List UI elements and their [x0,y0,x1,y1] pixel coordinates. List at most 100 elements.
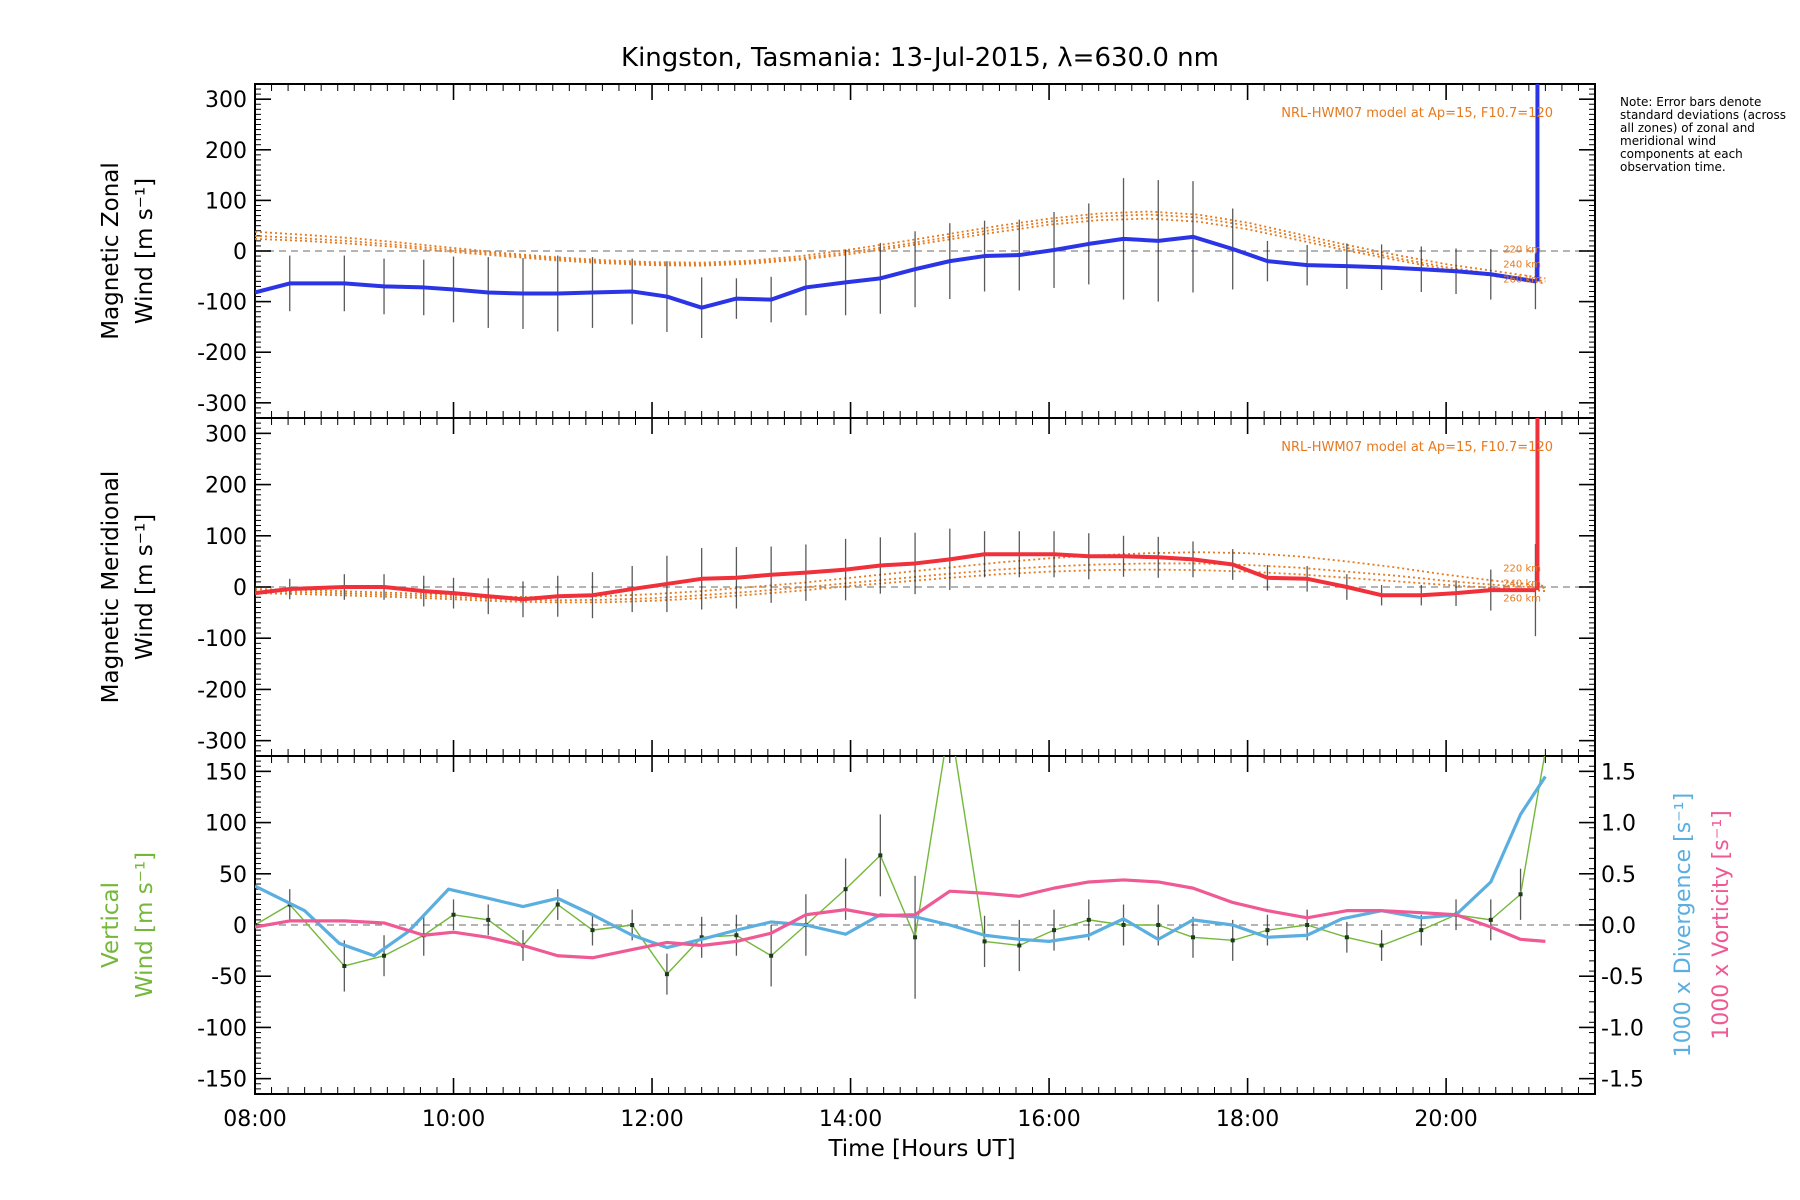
y-axis-label-line1: Magnetic Meridional [98,471,124,704]
y-tick-label: 300 [205,422,247,447]
y-tick-label: 0 [233,914,247,939]
vertical-point [1488,917,1493,922]
vertical-point [382,953,387,958]
panel-meridional: -300 -200 -100 0 100 200 300 Magnetic Meridiona… [98,417,1596,757]
vertical-point [769,953,774,958]
x-tick-label: 16:00 [1017,1107,1080,1132]
vertical-point [843,887,848,892]
y2-tick-label: -1.0 [1601,1016,1644,1041]
y-tick-label: 0 [233,576,247,601]
x-tick-label: 08:00 [223,1107,286,1132]
vertical-point [1017,943,1022,948]
vertical-point [878,853,883,858]
y-tick-label: 0 [233,240,247,265]
vertical-point [590,928,595,933]
panel-frame [254,417,1596,757]
error-bar-note: Note: Error bars denote standard deviati… [1620,96,1787,174]
y-tick-label: 100 [205,812,247,837]
y-tick-label: 300 [205,88,247,113]
model-altitude-label: 240 km [1503,579,1541,590]
panel-zonal: -300 -200 -100 0 100 200 300 Magnetic Zonal Wind… [98,83,1596,419]
vertical-point [451,912,456,917]
y-tick-label: 200 [205,139,247,164]
vertical-point [1419,928,1424,933]
plot-area [255,84,1546,339]
chart-title: Kingston, Tasmania: 13-Jul-2015, λ=630.0… [621,43,1219,73]
vorticity-axis-label: 1000 x Vorticity [s⁻¹] [1709,810,1734,1040]
vertical-point [1121,923,1126,927]
vertical-point [342,963,347,968]
y-axis-label-line1: Vertical [98,882,124,968]
model-label: NRL-HWM07 model at Ap=15, F10.7=120 [1281,440,1553,455]
meridional-line [255,552,1536,602]
vertical-point [1052,928,1057,933]
vertical-point [486,917,491,922]
model-altitude-label: 260 km [1503,594,1541,605]
y-tick-label: -100 [197,627,247,652]
model-curve [255,213,1546,283]
vertical-point [1191,935,1195,940]
vertical-point [555,902,560,907]
vertical-point [1265,928,1270,933]
y-tick-label: -100 [197,1016,247,1041]
plot-area [255,718,1547,999]
divergence-axis-label: 1000 x Divergence [s⁻¹] [1671,793,1696,1057]
vertical-point [1305,923,1310,927]
divergence-line [255,775,1547,958]
model-altitude-label: 220 km [1503,564,1541,575]
y2-tick-label: 0.0 [1601,914,1636,939]
panel-frame [254,755,1596,1095]
x-tick-label: 14:00 [819,1107,882,1132]
panel-vertical: -150 -100 -50 0 50 100 150 -1.5 -1.0 -0.5 0.0 0.5 1.… [98,718,1734,1095]
vertical-point [699,935,704,940]
zonal-line [255,234,1536,310]
vorticity-line [255,878,1546,960]
y-tick-label: 200 [205,474,247,499]
y-tick-label: -50 [211,965,247,990]
vertical-point [948,718,952,722]
model-curve [255,568,1546,604]
vertical-point [1086,917,1091,922]
model-altitude-label: 220 km [1503,245,1541,256]
y-axis-label-line2: Wind [m s⁻¹] [132,852,158,998]
x-axis-label: Time [Hours UT] [827,1136,1015,1162]
y-tick-label: -150 [197,1068,247,1093]
y-tick-label: 100 [205,189,247,214]
y-tick-label: 150 [205,760,247,785]
model-curve [255,551,1546,599]
y-tick-label: -100 [197,291,247,316]
model-curve [255,210,1546,280]
y2-tick-label: 1.5 [1601,760,1636,785]
y-tick-label: -200 [197,341,247,366]
x-tick-label: 18:00 [1216,1107,1279,1132]
vertical-point [1230,938,1235,943]
x-tick-label: 20:00 [1414,1107,1477,1132]
x-tick-label: 12:00 [620,1107,683,1132]
y2-tick-label: 1.0 [1601,812,1636,837]
vertical-point [630,923,635,927]
plot-area [255,418,1546,637]
panels: -300 -200 -100 0 100 200 300 Magnetic Zonal Wind… [98,83,1734,1132]
y-axis-label-line2: Wind [m s⁻¹] [132,178,158,324]
y-tick-label: -300 [197,730,247,755]
model-altitude-label: 260 km [1503,275,1541,286]
x-tick-label: 10:00 [422,1107,485,1132]
model-label: NRL-HWM07 model at Ap=15, F10.7=120 [1281,106,1553,121]
y2-tick-label: -1.5 [1601,1068,1644,1093]
y-tick-label: -300 [197,392,247,417]
y-axis-label-line1: Magnetic Zonal [98,162,124,340]
vertical-point [913,935,918,940]
model-curve [255,562,1546,602]
vertical-point [1156,923,1161,927]
y2-tick-label: 0.5 [1601,863,1636,888]
vertical-point [255,923,257,927]
vertical-point [734,933,739,938]
model-altitude-label: 240 km [1503,260,1541,271]
model-curve [255,217,1546,285]
vertical-point [1518,892,1523,897]
y-tick-label: -200 [197,678,247,703]
y-tick-label: 50 [219,863,247,888]
vertical-point [664,972,669,977]
vertical-point [982,939,987,944]
